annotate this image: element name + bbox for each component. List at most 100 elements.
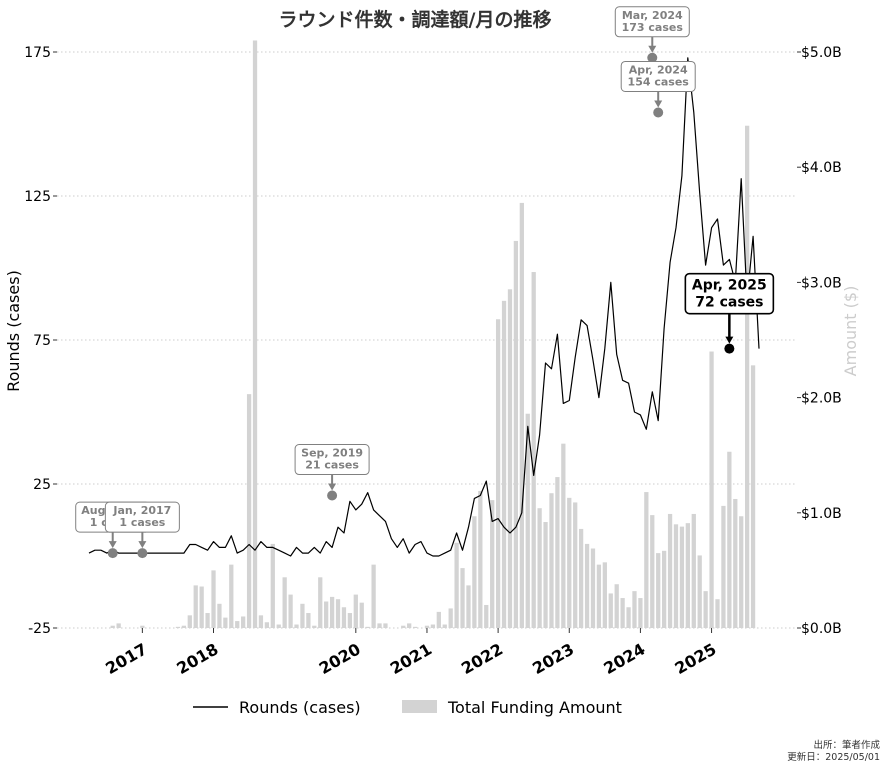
funding-bar	[507, 289, 513, 628]
x-axis: 2017 2018 2020 2021 2022 2023 2024 2025	[102, 628, 720, 678]
funding-bar	[235, 621, 240, 628]
x-tick-label: 2025	[672, 639, 720, 678]
funding-bar	[383, 623, 388, 628]
funding-bar	[288, 594, 293, 628]
legend-bar-swatch	[402, 700, 437, 713]
funding-bar	[306, 613, 311, 628]
funding-bar	[199, 586, 204, 628]
funding-bar	[750, 365, 756, 628]
funding-bar	[721, 505, 726, 628]
rounds-line	[88, 57, 760, 557]
annotation-point	[327, 490, 338, 501]
funding-bar	[561, 443, 566, 628]
annotation-arrowhead	[648, 45, 657, 53]
annotation-arrowhead	[725, 336, 734, 344]
funding-bar	[667, 513, 673, 628]
right-tick-label: $0.0B	[801, 621, 842, 637]
funding-bar	[116, 623, 121, 628]
funding-bar	[596, 564, 602, 628]
funding-bar	[673, 524, 679, 628]
right-axis: $0.0B $1.0B $2.0B $3.0B $4.0B $5.0B	[797, 45, 842, 637]
funding-bar	[608, 593, 613, 628]
funding-bar	[454, 542, 459, 628]
annotation-count: 21 cases	[305, 459, 359, 472]
funding-bar	[573, 502, 578, 628]
funding-bar	[567, 497, 572, 628]
left-axis: -25 25 75 125 175	[24, 45, 57, 637]
x-tick-label: 2017	[102, 639, 150, 678]
annotation-point	[137, 548, 148, 559]
funding-bar	[632, 591, 637, 628]
funding-bar	[709, 351, 714, 628]
funding-bar	[377, 623, 382, 628]
funding-bar	[175, 626, 181, 628]
funding-bar	[733, 498, 738, 628]
funding-bar	[365, 626, 370, 628]
right-tick-label: $1.0B	[801, 506, 842, 522]
annotation-date: Apr, 2024	[629, 63, 688, 76]
annotation-count: 173 cases	[622, 21, 684, 34]
funding-bar	[495, 319, 501, 628]
annotation-point	[107, 548, 118, 559]
left-tick-label: 75	[33, 333, 51, 349]
funding-bar	[739, 516, 744, 628]
funding-bar	[555, 477, 560, 628]
funding-bar	[519, 202, 524, 629]
funding-bar	[140, 625, 145, 628]
annotation-point	[653, 107, 664, 118]
right-tick-label: $5.0B	[801, 45, 842, 61]
funding-bar	[638, 598, 643, 628]
funding-bar	[620, 598, 625, 628]
funding-bar	[424, 625, 430, 628]
funding-bar	[276, 624, 281, 628]
funding-bar	[110, 625, 115, 628]
funding-bar	[223, 617, 228, 628]
funding-bar	[727, 451, 732, 628]
funding-bar	[241, 616, 246, 628]
annotation-date: Sep, 2019	[301, 447, 363, 460]
funding-bar	[181, 625, 187, 628]
funding-bar	[466, 585, 471, 628]
funding-bar	[359, 602, 364, 628]
annotation-count: 154 cases	[628, 75, 690, 88]
right-axis-label: Amount ($)	[841, 286, 860, 377]
left-axis-label: Rounds (cases)	[4, 270, 23, 392]
funding-bar	[211, 570, 216, 628]
funding-bar	[329, 596, 335, 628]
funding-bar	[371, 564, 376, 628]
funding-bar	[644, 492, 649, 628]
funding-bar	[353, 594, 358, 628]
left-tick-label: 25	[33, 477, 51, 493]
funding-bar	[430, 624, 436, 628]
funding-bar	[407, 623, 412, 628]
funding-bar	[679, 526, 685, 628]
annotation-box	[620, 60, 696, 92]
funding-bar	[258, 615, 264, 628]
legend-line-label: Rounds (cases)	[239, 698, 361, 717]
x-tick-label: 2022	[458, 639, 506, 678]
left-tick-label: -25	[28, 621, 51, 637]
funding-bar	[661, 550, 667, 628]
annotation-arrowhead	[138, 541, 147, 549]
source-credit: 出所：筆者作成	[813, 740, 880, 751]
funding-bar	[436, 611, 441, 628]
annotation-point	[724, 343, 735, 354]
funding-bar	[656, 553, 661, 628]
legend-bar-label: Total Funding Amount	[447, 698, 622, 717]
x-tick-label: 2024	[600, 639, 648, 678]
funding-bars	[110, 40, 756, 629]
funding-bar	[478, 490, 483, 628]
funding-bar	[484, 604, 489, 628]
funding-bar	[650, 515, 655, 628]
funding-bar	[531, 272, 536, 628]
funding-bar	[513, 240, 519, 629]
funding-bar	[691, 513, 696, 628]
annotation-date: Jan, 2017	[112, 504, 171, 517]
